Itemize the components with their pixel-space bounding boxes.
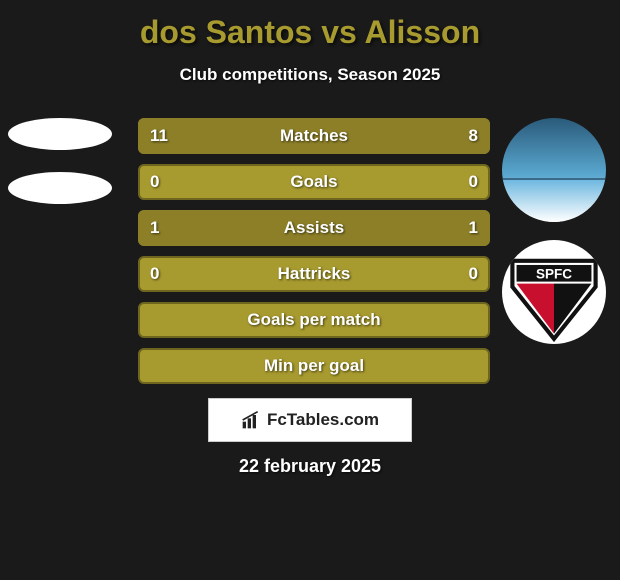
left-avatar-column bbox=[8, 118, 118, 226]
player-avatar bbox=[502, 118, 606, 222]
fctables-label: FcTables.com bbox=[267, 410, 379, 430]
stat-row: 1 1 Assists bbox=[138, 210, 490, 246]
stat-row: 0 0 Hattricks bbox=[138, 256, 490, 292]
stat-row: Goals per match bbox=[138, 302, 490, 338]
stat-label: Min per goal bbox=[264, 356, 364, 376]
subtitle: Club competitions, Season 2025 bbox=[0, 65, 620, 85]
stat-row: Min per goal bbox=[138, 348, 490, 384]
stat-label: Goals per match bbox=[247, 310, 380, 330]
stat-label: Goals bbox=[290, 172, 337, 192]
svg-text:SPFC: SPFC bbox=[536, 266, 572, 281]
page-title: dos Santos vs Alisson bbox=[0, 0, 620, 51]
stat-value-left: 0 bbox=[150, 264, 159, 284]
date-label: 22 february 2025 bbox=[0, 456, 620, 477]
right-avatar-column: SPFC bbox=[502, 118, 612, 362]
player-ellipse-2 bbox=[8, 172, 112, 204]
stat-value-left: 0 bbox=[150, 172, 159, 192]
stat-row: 11 8 Matches bbox=[138, 118, 490, 154]
stat-label: Assists bbox=[284, 218, 344, 238]
stat-row: 0 0 Goals bbox=[138, 164, 490, 200]
stat-value-left: 11 bbox=[150, 126, 168, 146]
stat-value-right: 8 bbox=[469, 126, 478, 146]
stat-label: Matches bbox=[280, 126, 348, 146]
player-ellipse-1 bbox=[8, 118, 112, 150]
stat-value-right: 0 bbox=[469, 172, 478, 192]
stat-label: Hattricks bbox=[278, 264, 351, 284]
stat-value-right: 0 bbox=[469, 264, 478, 284]
stat-value-right: 1 bbox=[469, 218, 478, 238]
club-badge-spfc: SPFC bbox=[502, 240, 606, 344]
fctables-badge: FcTables.com bbox=[208, 398, 412, 442]
stats-panel: 118Matches00Goals11Assists00HattricksGoa… bbox=[138, 118, 490, 394]
stat-value-left: 1 bbox=[150, 218, 159, 238]
fctables-icon bbox=[241, 410, 261, 430]
